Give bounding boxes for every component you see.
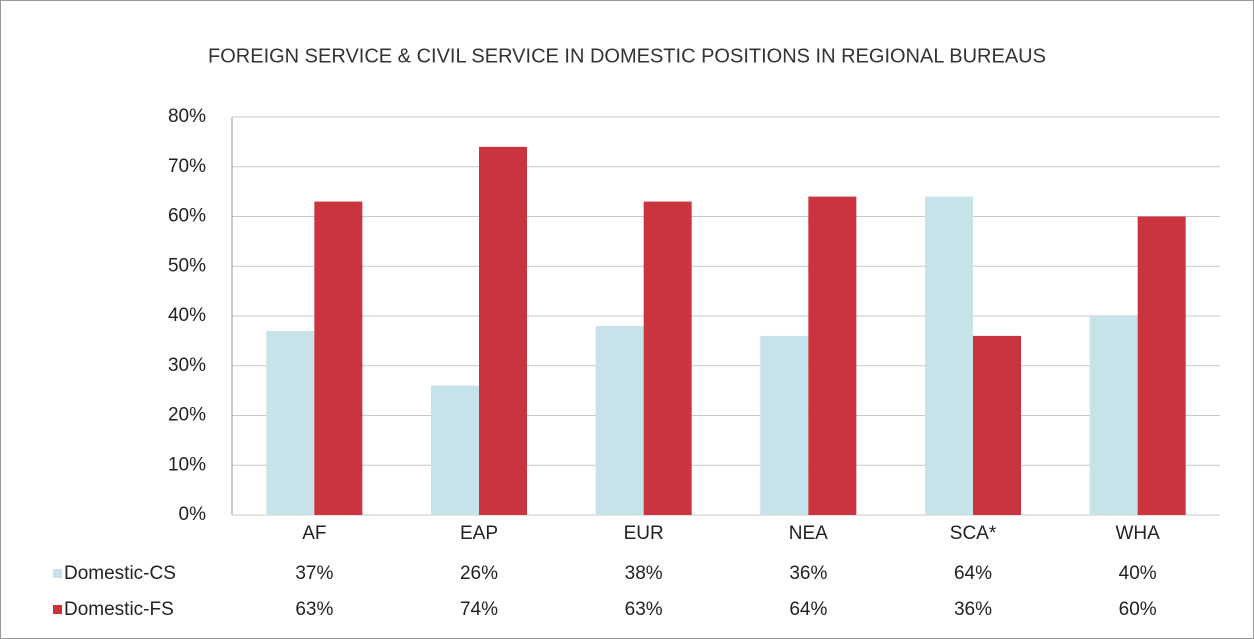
bar: [925, 196, 973, 515]
x-tick-label: NEA: [789, 523, 828, 544]
y-tick-label: 60%: [168, 206, 206, 227]
legend-swatch: [53, 605, 62, 614]
table-value: 38%: [625, 563, 663, 584]
bar: [973, 335, 1021, 515]
x-tick-label: EAP: [460, 523, 498, 544]
bar: [266, 330, 315, 515]
bar: [431, 385, 479, 515]
table-value: 36%: [789, 563, 827, 584]
y-tick-label: 80%: [168, 106, 206, 127]
y-tick-label: 0%: [179, 504, 207, 525]
bar: [595, 325, 644, 515]
y-tick-label: 30%: [168, 355, 206, 376]
x-tick-label: SCA*: [950, 523, 997, 544]
y-tick-label: 50%: [168, 255, 206, 276]
bar: [760, 335, 809, 515]
table-value: 63%: [295, 599, 333, 620]
table-value: 26%: [460, 563, 498, 584]
x-tick-label: AF: [302, 523, 326, 544]
y-tick-label: 20%: [168, 405, 206, 426]
bar: [643, 201, 692, 515]
y-tick-label: 10%: [168, 454, 206, 475]
bar: [1089, 316, 1138, 515]
x-tick-label: EUR: [624, 523, 664, 544]
bar: [479, 146, 527, 515]
bar: [808, 196, 857, 515]
table-value: 63%: [625, 599, 663, 620]
table-value: 64%: [954, 563, 992, 584]
table-value: 60%: [1119, 599, 1157, 620]
table-value: 40%: [1119, 563, 1157, 584]
table-value: 37%: [295, 563, 333, 584]
legend-swatch: [53, 569, 62, 578]
table-value: 36%: [954, 599, 992, 620]
chart-title: FOREIGN SERVICE & CIVIL SERVICE IN DOMES…: [208, 45, 1046, 67]
table-value: 74%: [460, 599, 498, 620]
table-value: 64%: [789, 599, 827, 620]
legend-label: Domestic-FS: [64, 599, 174, 620]
bar: [1137, 216, 1186, 515]
y-tick-label: 40%: [168, 305, 206, 326]
y-tick-label: 70%: [168, 156, 206, 177]
legend-label: Domestic-CS: [64, 563, 176, 584]
bar: [314, 201, 363, 515]
x-tick-label: WHA: [1116, 523, 1161, 544]
